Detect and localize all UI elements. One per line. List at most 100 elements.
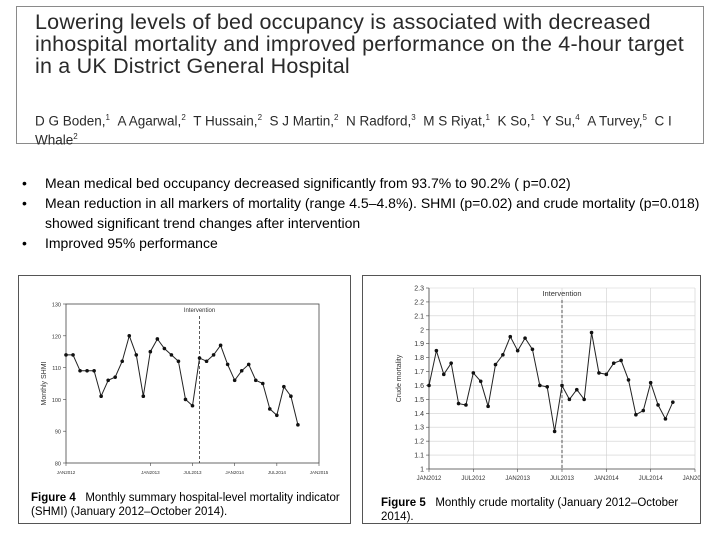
author-name: Y Su,	[542, 113, 576, 129]
data-point	[260, 381, 265, 386]
data-point	[478, 379, 483, 384]
figure-4-caption-text: Monthly summary hospital-level mortality…	[31, 492, 340, 518]
data-point	[282, 384, 286, 389]
x-tick-label: JUL2013	[183, 470, 202, 475]
author-affiliation: 1	[485, 113, 490, 122]
data-point	[211, 353, 216, 357]
data-point	[64, 353, 68, 357]
author-affiliation: 2	[257, 113, 263, 122]
data-point	[604, 372, 609, 377]
finding-performance: • Improved 95% performance	[20, 233, 710, 253]
data-point	[169, 353, 174, 357]
shmi-line-chart: 80 90 100 110 120 130 JAN2012 JAN2013 JUL2013 JAN…	[41, 303, 329, 476]
y-tick-label: 2.3	[414, 286, 424, 293]
data-point	[275, 413, 279, 418]
y-axis-label: Monthly SHMI	[41, 361, 48, 405]
paper-title: Lowering levels of bed occupancy is asso…	[35, 10, 684, 78]
y-axis-label: Crude mortality	[396, 354, 403, 402]
y-tick-label: 1.8	[414, 355, 424, 362]
data-point	[148, 349, 153, 354]
figure-5-caption-text: Monthly crude mortality (January 2012–Oc…	[381, 497, 679, 523]
y-tick-label: 1.1	[414, 453, 424, 460]
data-point	[648, 380, 653, 385]
data-point	[434, 348, 439, 353]
y-tick-label: 1.5	[414, 397, 424, 404]
author-name: C I Whale	[35, 113, 672, 147]
data-point	[523, 336, 527, 340]
y-tick-label: 1.6	[414, 383, 424, 390]
key-findings-list: • Mean medical bed occupancy decreased si…	[20, 173, 710, 253]
y-tick-label: 1	[420, 467, 424, 474]
x-tick-label: JUL2013	[550, 476, 575, 482]
data-point	[183, 397, 188, 402]
figure-4-label: Figure 4	[31, 492, 76, 504]
data-point	[141, 394, 146, 399]
figure-5-caption: Figure 5 Monthly crude mortality (Januar…	[381, 496, 699, 523]
author-name: T Hussain,	[193, 113, 258, 129]
data-point	[92, 368, 96, 373]
data-point	[545, 385, 550, 389]
plot-frame	[65, 303, 320, 464]
y-tick-label: 1.2	[414, 439, 424, 446]
figure-4-shmi-chart: 80 90 100 110 120 130 JAN2012 JAN2013 JUL2013 JAN…	[18, 275, 351, 524]
data-point	[508, 334, 513, 339]
y-tick-label: 100	[52, 398, 61, 404]
bullet-point: •	[22, 235, 27, 251]
crude-mortality-line-chart: 1 1.1 1.2 1.3 1.4 1.5 1.6 1.7 1.8 1.9 2 2.1 2.2 2.3 JA…	[396, 286, 701, 483]
y-tick-label: 80	[55, 462, 61, 468]
author-affiliation: 3	[411, 113, 416, 122]
data-point	[78, 368, 82, 373]
data-point	[246, 362, 251, 367]
data-point	[471, 371, 476, 375]
data-point	[218, 343, 223, 348]
x-tick-label: JAN2013	[505, 476, 530, 482]
x-tick-label: JUL2014	[639, 476, 664, 482]
x-tick-label: JUL2012	[461, 476, 486, 482]
finding-text: Mean reduction in all markers of mortali…	[45, 195, 700, 231]
author-affiliation: 2	[334, 113, 339, 122]
data-point	[232, 378, 237, 383]
data-point	[204, 359, 209, 364]
data-point	[113, 375, 117, 379]
data-point	[560, 383, 564, 388]
data-point	[268, 407, 272, 411]
author-name: K So,	[497, 113, 531, 129]
x-tick-label: JAN2014	[594, 476, 619, 482]
author-name: A Turvey,	[587, 113, 643, 129]
author-name: A Agarwal,	[117, 113, 182, 129]
x-tick-label: JAN2013	[141, 470, 160, 475]
x-tick-label: JAN2014	[225, 470, 244, 475]
x-tick-label: JAN2015	[683, 476, 701, 482]
data-point	[427, 383, 431, 388]
data-point	[99, 394, 103, 399]
data-point	[671, 400, 675, 404]
figure-5-crude-mortality-chart: 1 1.1 1.2 1.3 1.4 1.5 1.6 1.7 1.8 1.9 2 2.1 2.2 2.3 JA…	[362, 275, 701, 524]
data-point	[85, 368, 89, 373]
bullet-point: •	[22, 195, 27, 211]
data-point	[456, 401, 461, 406]
figure-4-caption: Figure 4 Monthly summary hospital-level …	[31, 491, 346, 519]
data-point	[225, 362, 230, 367]
y-tick-label: 130	[52, 303, 61, 309]
y-tick-label: 2	[420, 327, 424, 334]
data-point	[567, 397, 572, 402]
data-point	[530, 347, 535, 352]
data-point	[552, 429, 557, 434]
data-point	[486, 404, 490, 409]
data-point	[538, 383, 542, 388]
data-point	[253, 378, 258, 383]
finding-bed-occupancy: • Mean medical bed occupancy decreased si…	[20, 173, 710, 193]
intervention-annotation: Intervention	[542, 289, 581, 298]
author-affiliation: 5	[642, 113, 647, 122]
data-point	[493, 362, 498, 367]
data-point	[641, 408, 646, 413]
intervention-annotation: Intervention	[184, 308, 215, 314]
data-point	[441, 372, 446, 377]
data-point	[574, 387, 579, 392]
data-point	[589, 330, 594, 335]
paper-header: Lowering levels of bed occupancy is asso…	[16, 6, 704, 147]
data-point	[106, 378, 110, 383]
data-point	[197, 356, 202, 360]
data-point	[120, 359, 125, 364]
author-name: M S Riyat,	[423, 113, 486, 129]
